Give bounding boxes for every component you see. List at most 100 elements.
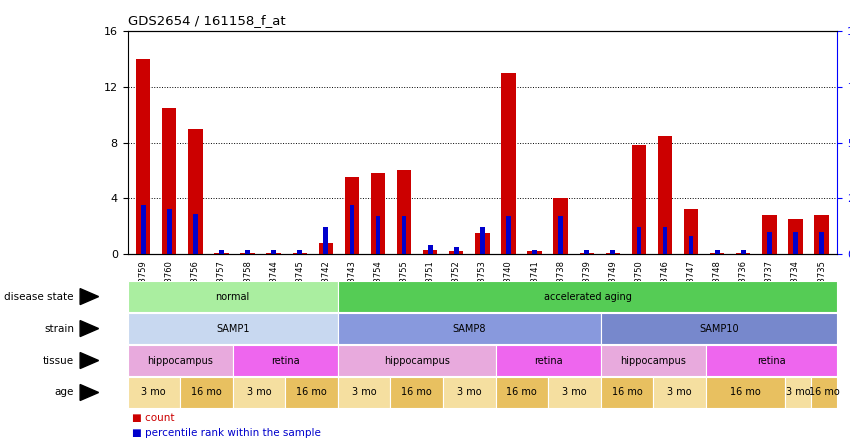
Bar <box>219 250 224 254</box>
Text: strain: strain <box>44 324 74 333</box>
Bar <box>371 173 385 254</box>
Bar <box>736 253 751 254</box>
Bar <box>741 250 745 254</box>
Bar <box>292 253 307 254</box>
Polygon shape <box>80 385 99 400</box>
Bar <box>423 250 438 254</box>
Text: ■ count: ■ count <box>132 413 174 423</box>
Bar <box>632 145 646 254</box>
Text: tissue: tissue <box>42 356 74 365</box>
Text: 3 mo: 3 mo <box>457 388 482 397</box>
Bar <box>397 170 411 254</box>
Bar <box>767 232 772 254</box>
Bar <box>684 210 699 254</box>
Bar <box>580 253 594 254</box>
Bar <box>527 251 541 254</box>
Text: normal: normal <box>216 292 250 301</box>
Bar <box>128 313 337 344</box>
Bar <box>337 313 601 344</box>
Text: 16 mo: 16 mo <box>808 388 840 397</box>
Text: SAMP8: SAMP8 <box>452 324 486 333</box>
Text: accelerated aging: accelerated aging <box>544 292 632 301</box>
Bar <box>128 281 337 312</box>
Bar <box>233 345 337 376</box>
Bar <box>553 198 568 254</box>
Bar <box>811 377 837 408</box>
Text: 16 mo: 16 mo <box>401 388 432 397</box>
Text: 16 mo: 16 mo <box>507 388 537 397</box>
Text: age: age <box>54 388 74 397</box>
Text: 3 mo: 3 mo <box>246 388 271 397</box>
Bar <box>193 214 198 254</box>
Bar <box>793 232 798 254</box>
Bar <box>706 345 837 376</box>
Bar <box>319 243 333 254</box>
Text: 16 mo: 16 mo <box>296 388 327 397</box>
Polygon shape <box>80 353 99 369</box>
Bar <box>788 219 802 254</box>
Text: hippocampus: hippocampus <box>383 356 450 365</box>
Text: retina: retina <box>534 356 563 365</box>
Bar <box>496 345 601 376</box>
Bar <box>480 227 484 254</box>
Bar <box>454 247 459 254</box>
Text: 16 mo: 16 mo <box>730 388 761 397</box>
Bar <box>241 253 255 254</box>
Bar <box>136 59 150 254</box>
Bar <box>610 250 615 254</box>
Text: ■ percentile rank within the sample: ■ percentile rank within the sample <box>132 428 320 438</box>
Bar <box>637 227 641 254</box>
Bar <box>266 253 280 254</box>
Bar <box>428 245 433 254</box>
Bar <box>337 345 496 376</box>
Bar <box>449 251 463 254</box>
Bar <box>128 377 180 408</box>
Bar <box>663 227 667 254</box>
Bar <box>506 216 511 254</box>
Text: 3 mo: 3 mo <box>667 388 692 397</box>
Bar <box>180 377 233 408</box>
Text: retina: retina <box>271 356 299 365</box>
Bar <box>715 250 720 254</box>
Bar <box>286 377 337 408</box>
Bar <box>337 377 390 408</box>
Bar <box>496 377 548 408</box>
Text: SAMP10: SAMP10 <box>700 324 739 333</box>
Bar <box>337 281 837 312</box>
Bar <box>601 377 654 408</box>
Text: 3 mo: 3 mo <box>785 388 810 397</box>
Bar <box>376 216 380 254</box>
Bar <box>601 313 837 344</box>
Text: 16 mo: 16 mo <box>612 388 643 397</box>
Bar <box>688 236 694 254</box>
Bar <box>819 232 824 254</box>
Text: 3 mo: 3 mo <box>352 388 377 397</box>
Bar <box>710 253 724 254</box>
Text: SAMP1: SAMP1 <box>216 324 249 333</box>
Bar <box>443 377 496 408</box>
Bar <box>585 250 589 254</box>
Bar <box>502 73 516 254</box>
Bar <box>390 377 443 408</box>
Bar <box>271 250 276 254</box>
Bar <box>706 377 785 408</box>
Polygon shape <box>80 321 99 337</box>
Bar <box>601 345 705 376</box>
Bar <box>658 135 672 254</box>
Bar <box>214 253 229 254</box>
Bar <box>141 205 145 254</box>
Text: disease state: disease state <box>4 292 74 301</box>
Bar <box>532 250 537 254</box>
Bar <box>654 377 705 408</box>
Text: retina: retina <box>757 356 786 365</box>
Bar <box>475 233 490 254</box>
Bar <box>785 377 811 408</box>
Text: GDS2654 / 161158_f_at: GDS2654 / 161158_f_at <box>128 14 285 27</box>
Bar <box>233 377 286 408</box>
Bar <box>324 227 328 254</box>
Bar <box>762 215 777 254</box>
Bar <box>814 215 829 254</box>
Text: 3 mo: 3 mo <box>141 388 166 397</box>
Bar <box>162 108 177 254</box>
Text: hippocampus: hippocampus <box>147 356 213 365</box>
